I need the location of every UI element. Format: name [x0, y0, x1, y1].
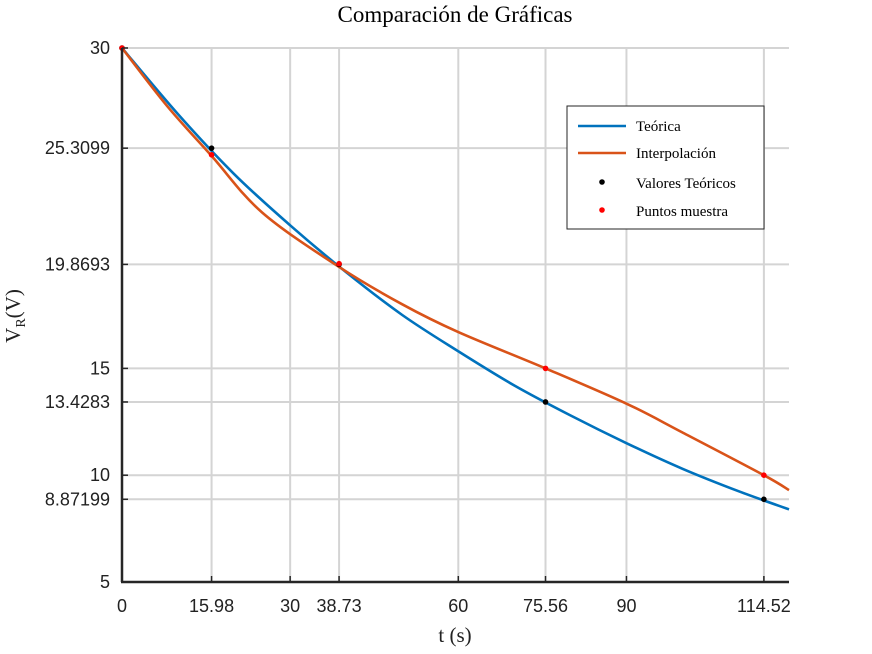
point-puntos-muestra-1 — [208, 152, 215, 158]
x-tick-label-1: 15.98 — [189, 596, 234, 616]
legend-label-puntos-muestra: Puntos muestra — [636, 204, 728, 220]
x-tick-label-0: 0 — [117, 596, 127, 616]
x-tick-label-4: 60 — [448, 596, 468, 616]
y-axis-label-sub: R — [14, 318, 29, 328]
point-puntos-muestra-4 — [761, 472, 767, 479]
x-tick-label-5: 75.56 — [523, 596, 568, 616]
point-valores-teoricos-3 — [542, 399, 549, 405]
y-tick-label-3: 13.4283 — [45, 392, 110, 412]
chart-title: Comparación de Gráficas — [337, 2, 572, 27]
x-tick-label-6: 90 — [616, 596, 636, 616]
series-layer — [120, 47, 790, 511]
point-valores-teoricos-4 — [761, 496, 767, 503]
legend-label-teorica: Teórica — [636, 119, 681, 135]
y-tick-label-2: 10 — [90, 465, 110, 485]
legend-marker-valores-teoricos — [599, 179, 605, 185]
point-puntos-muestra-2 — [336, 260, 342, 267]
legend-label-interpolacion: Interpolación — [636, 146, 716, 162]
y-axis-label-main: V — [1, 328, 25, 343]
x-tick-label-2: 30 — [280, 596, 300, 616]
x-tick-label-3: 38.73 — [317, 596, 362, 616]
y-tick-labels: 5 8.87199 10 13.4283 15 19.8693 25.3099 30 — [45, 38, 128, 592]
x-tick-label-7: 114.52 — [737, 596, 791, 616]
x-axis-label: t (s) — [438, 623, 471, 647]
series-line-teorica — [121, 47, 790, 511]
legend-label-valores-teoricos: Valores Teóricos — [636, 176, 736, 192]
y-axis-label: VR(V) — [1, 289, 29, 343]
series-line-interpolacion — [120, 47, 790, 492]
x-tick-labels: 0 15.98 30 38.73 60 75.56 90 114.52 — [117, 576, 791, 616]
y-axis-label-tail: (V) — [1, 289, 25, 318]
y-tick-label-1: 8.87199 — [45, 489, 110, 509]
y-tick-label-6: 25.3099 — [45, 138, 110, 158]
y-tick-label-4: 15 — [90, 358, 110, 378]
point-puntos-muestra-3 — [542, 365, 549, 372]
y-tick-label-5: 19.8693 — [45, 254, 110, 274]
legend-marker-puntos-muestra — [599, 207, 605, 213]
point-valores-teoricos-1 — [208, 145, 215, 151]
y-tick-label-7: 30 — [90, 38, 110, 58]
legend: Teórica Interpolación Valores Teóricos P… — [566, 105, 765, 230]
y-tick-label-0: 5 — [100, 572, 110, 592]
